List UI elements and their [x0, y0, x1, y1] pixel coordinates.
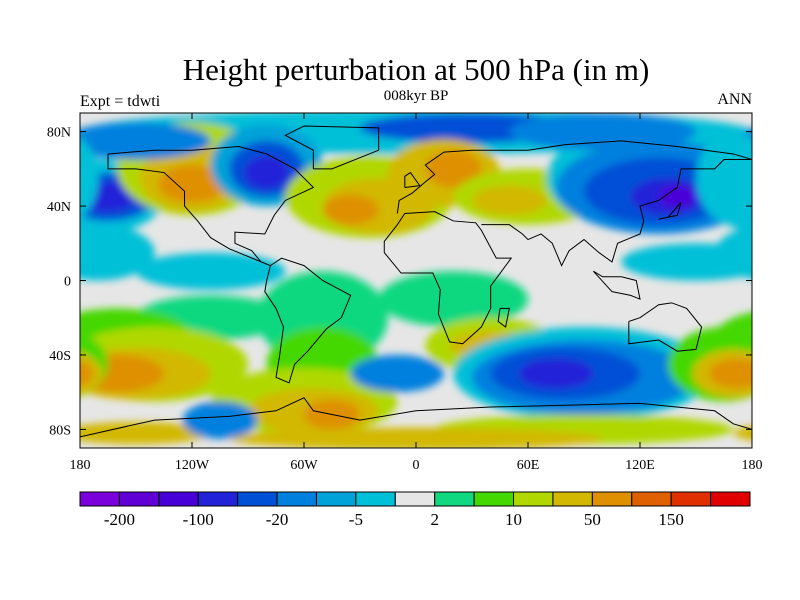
y-tick-label: 40S [49, 349, 71, 364]
colorbar-swatch [394, 491, 436, 507]
colorbar-label: -100 [183, 510, 214, 529]
colorbar-label: 2 [430, 510, 439, 529]
colorbar-swatch [79, 491, 120, 507]
field-contour-region [789, 122, 800, 215]
field-contour-region [350, 354, 445, 393]
coastline [80, 397, 752, 438]
colorbar-swatch [552, 491, 593, 507]
field-contour-region [378, 271, 528, 328]
x-tick-label: 0 [413, 458, 420, 473]
field-contour-region [518, 358, 594, 389]
x-tick-label: 180 [70, 458, 91, 473]
field-contour-region [0, 113, 24, 150]
height-field [0, 109, 800, 448]
colorbar-label: -200 [104, 510, 135, 529]
field-contour-region [182, 401, 258, 439]
field-contour-region [658, 185, 696, 208]
coastline [497, 307, 510, 328]
field-contour-region [80, 137, 99, 219]
colorbar-swatch [276, 491, 317, 507]
coastline [658, 202, 682, 220]
y-tick-label: 80S [49, 423, 71, 438]
field-contour-region [244, 155, 290, 190]
field-contour-region [425, 150, 482, 188]
field-contour-region [709, 358, 752, 389]
coastline [404, 171, 421, 188]
coastline [628, 302, 703, 352]
colorbar-swatch [631, 491, 672, 507]
colorbar-swatch [434, 491, 475, 507]
colorbar-swatch [670, 491, 712, 507]
field-contour-region [509, 113, 696, 151]
field-contour-region [322, 194, 379, 225]
field-contour-region [0, 186, 24, 208]
y-tick-label: 0 [64, 275, 71, 290]
colorbar-label: 150 [658, 510, 684, 529]
field-contour-region [80, 421, 211, 445]
x-tick-label: 120W [175, 458, 210, 473]
colorbar-label: -20 [266, 510, 289, 529]
x-tick-label: 60E [517, 458, 540, 473]
colorbar-swatch [315, 491, 357, 507]
coastline [396, 140, 752, 214]
plot-subtitle: 008kyr BP [383, 88, 449, 104]
y-tick-label: 80N [47, 126, 71, 141]
field-contour-region [80, 168, 90, 207]
field-contour-region [752, 109, 800, 154]
coastline [592, 270, 641, 300]
field-contour-region [158, 165, 226, 203]
colorbar-swatch [591, 491, 633, 507]
x-tick-label: 60W [290, 458, 318, 473]
experiment-label: Expt = tdwti [80, 93, 161, 110]
field-contour-region [752, 182, 800, 212]
coastline [107, 145, 315, 267]
colorbar-swatch [197, 491, 239, 507]
field-contour-region [80, 224, 155, 281]
x-tick-label: 120E [625, 458, 655, 473]
colorbar-label: -5 [349, 510, 363, 529]
field-contour-region [0, 327, 43, 420]
plot-title: Height perturbation at 500 hPa (in m) [182, 52, 650, 87]
coastline [481, 159, 752, 267]
colorbar-swatch [473, 491, 515, 507]
field-contour-region [0, 178, 33, 215]
y-tick-label: 40N [47, 200, 71, 215]
season-label: ANN [717, 91, 752, 108]
coastline [383, 211, 513, 345]
field-contour-region [80, 360, 94, 387]
field-contour-region [621, 243, 752, 281]
colorbar-swatch [237, 491, 278, 507]
field-contour-region [0, 340, 24, 414]
colorbar-swatch [158, 491, 199, 507]
field-contour-region [229, 427, 603, 448]
field-contour-region [80, 249, 99, 275]
field-contour-region [472, 185, 547, 216]
x-tick-label: 180 [742, 458, 763, 473]
colorbar-label: 50 [584, 510, 601, 529]
field-contour-region [696, 131, 752, 225]
colorbar-swatch [118, 491, 160, 507]
field-contour-region [136, 252, 286, 290]
colorbar-swatch [513, 491, 554, 507]
colorbar-swatch [710, 491, 751, 507]
coastline [284, 125, 380, 170]
colorbar-swatch [355, 491, 396, 507]
colorbar-label: 10 [505, 510, 522, 529]
coastline [264, 257, 352, 384]
